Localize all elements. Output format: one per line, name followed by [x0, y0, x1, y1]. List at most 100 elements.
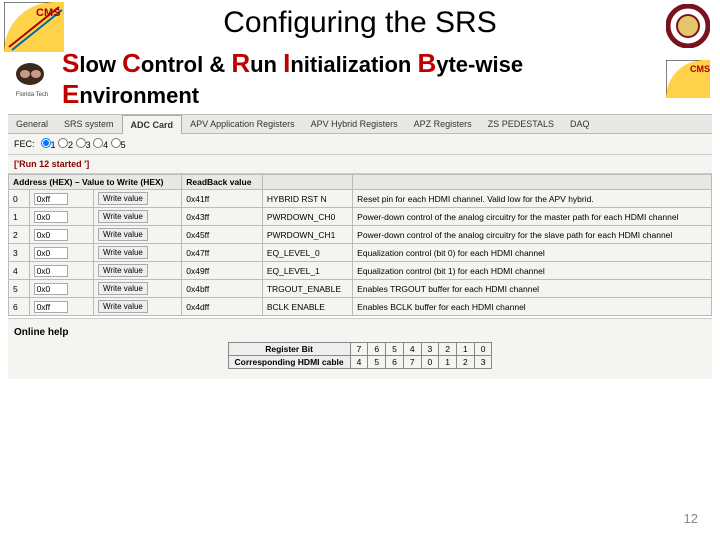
reg-readback: 0x47ff — [182, 244, 263, 262]
table-row: 5Write value0x4bffTRGOUT_ENABLEEnables T… — [9, 280, 712, 298]
tab-adc-card[interactable]: ADC Card — [122, 115, 183, 134]
bit-col: 4 — [403, 343, 421, 356]
col-readback: ReadBack value — [182, 175, 263, 190]
fec-radio-label-4: 4 — [103, 140, 108, 150]
reg-write-cell: Write value — [94, 298, 182, 316]
table-row: 6Write value0x4dffBCLK ENABLEEnables BCL… — [9, 298, 712, 316]
tab-general[interactable]: General — [8, 115, 56, 133]
col-addr-val: Address (HEX) – Value to Write (HEX) — [9, 175, 182, 190]
tab-bar: GeneralSRS systemADC CardAPV Application… — [8, 114, 712, 134]
tab-apv-application-registers[interactable]: APV Application Registers — [182, 115, 303, 133]
fec-radio-label-2: 2 — [68, 140, 73, 150]
reg-value-input[interactable] — [34, 283, 68, 295]
reg-readback: 0x49ff — [182, 262, 263, 280]
col-desc — [353, 175, 712, 190]
reg-readback: 0x4dff — [182, 298, 263, 316]
app-panel: GeneralSRS systemADC CardAPV Application… — [8, 114, 712, 379]
reg-value-cell — [29, 262, 93, 280]
reg-value-cell — [29, 208, 93, 226]
table-row: 3 Write value 0x47ffEQ_LEVEL_0Equalization… — [9, 244, 712, 262]
hdmi-col: 5 — [368, 356, 386, 369]
bit-col: 3 — [421, 343, 439, 356]
bits-table: Register Bit76543210 Corresponding HDMI … — [228, 342, 493, 369]
slide-title: Configuring the SRS — [0, 0, 720, 40]
reg-name: BCLK ENABLE — [262, 298, 352, 316]
table-row: 0 Write value 0x41ffHYBRID RST NReset pin … — [9, 190, 712, 208]
write-value-button[interactable]: Write value — [98, 228, 148, 241]
florida-tech-logo: Florida Tech — [10, 60, 54, 98]
bits-row2-label: Corresponding HDMI cable — [228, 356, 350, 369]
reg-index: 1 — [9, 208, 30, 226]
svg-text:CMS: CMS — [690, 64, 710, 74]
tab-apz-registers[interactable]: APZ Registers — [406, 115, 480, 133]
cms-logo-header-right: CMS — [666, 60, 710, 98]
status-line: ['Run 12 started '] — [8, 155, 712, 174]
reg-desc: Reset pin for each HDMI channel. Valid l… — [353, 190, 712, 208]
hdmi-col: 6 — [386, 356, 404, 369]
reg-value-cell — [29, 226, 93, 244]
hdmi-col: 4 — [350, 356, 368, 369]
tab-zs-pedestals[interactable]: ZS PEDESTALS — [480, 115, 562, 133]
reg-name: HYBRID RST N — [262, 190, 352, 208]
reg-desc: Enables TRGOUT buffer for each HDMI chan… — [353, 280, 712, 298]
write-value-button[interactable]: Write value — [98, 282, 148, 295]
tab-srs-system[interactable]: SRS system — [56, 115, 122, 133]
reg-readback: 0x45ff — [182, 226, 263, 244]
write-value-button[interactable]: Write value — [98, 192, 148, 205]
reg-index: 2 — [9, 226, 30, 244]
reg-name: TRGOUT_ENABLE — [262, 280, 352, 298]
reg-desc: Equalization control (bit 0) for each HD… — [353, 244, 712, 262]
reg-index: 0 — [9, 190, 30, 208]
write-value-button[interactable]: Write value — [98, 300, 148, 313]
tab-apv-hybrid-registers[interactable]: APV Hybrid Registers — [303, 115, 406, 133]
reg-value-cell — [29, 244, 93, 262]
cms-logo-top-left: CMS — [4, 2, 64, 52]
table-row: 2Write value0x45ffPWRDOWN_CH1Power-down … — [9, 226, 712, 244]
reg-value-cell — [29, 280, 93, 298]
reg-write-cell: Write value — [94, 208, 182, 226]
fec-radio-label-3: 3 — [86, 140, 91, 150]
bit-col: 5 — [386, 343, 404, 356]
fec-radio-4[interactable] — [93, 138, 103, 148]
reg-write-cell: Write value — [94, 244, 182, 262]
table-row: 1Write value0x43ffPWRDOWN_CH0Power-down … — [9, 208, 712, 226]
reg-name: EQ_LEVEL_0 — [262, 244, 352, 262]
fec-selector-row: FEC: 1 2 3 4 5 — [8, 134, 712, 155]
table-row: 4Write value0x49ffEQ_LEVEL_1Equalization… — [9, 262, 712, 280]
fec-radio-1[interactable] — [41, 138, 51, 148]
reg-value-input[interactable] — [34, 247, 68, 259]
reg-value-input[interactable] — [34, 229, 68, 241]
app-header: Florida Tech Slow Control & Run Initiali… — [10, 48, 710, 110]
fec-radio-3[interactable] — [76, 138, 86, 148]
reg-index: 3 — [9, 244, 30, 262]
reg-write-cell: Write value — [94, 226, 182, 244]
reg-name: EQ_LEVEL_1 — [262, 262, 352, 280]
reg-value-input[interactable] — [34, 265, 68, 277]
reg-value-input[interactable] — [34, 193, 68, 205]
reg-value-input[interactable] — [34, 301, 68, 313]
write-value-button[interactable]: Write value — [98, 210, 148, 223]
bit-col: 7 — [350, 343, 368, 356]
hdmi-col: 0 — [421, 356, 439, 369]
scribe-title: Slow Control & Run Initialization Byte-w… — [62, 48, 666, 110]
bit-col: 1 — [457, 343, 475, 356]
slide-root: CMS Configuring the SRS Florida Tech Slo… — [0, 0, 720, 540]
bits-row1-label: Register Bit — [228, 343, 350, 356]
write-value-button[interactable]: Write value — [98, 264, 148, 277]
reg-write-cell: Write value — [94, 262, 182, 280]
seal-logo-top-right — [666, 4, 710, 48]
reg-value-cell — [29, 190, 93, 208]
write-value-button[interactable]: Write value — [98, 246, 148, 259]
reg-write-cell: Write value — [94, 280, 182, 298]
register-table: Address (HEX) – Value to Write (HEX) Rea… — [8, 174, 712, 316]
fec-radio-2[interactable] — [58, 138, 68, 148]
reg-value-cell — [29, 298, 93, 316]
reg-desc: Equalization control (bit 1) for each HD… — [353, 262, 712, 280]
fec-radio-5[interactable] — [111, 138, 121, 148]
bit-col: 6 — [368, 343, 386, 356]
reg-desc: Power-down control of the analog circuit… — [353, 208, 712, 226]
reg-readback: 0x41ff — [182, 190, 263, 208]
reg-value-input[interactable] — [34, 211, 68, 223]
tab-daq[interactable]: DAQ — [562, 115, 598, 133]
reg-index: 5 — [9, 280, 30, 298]
